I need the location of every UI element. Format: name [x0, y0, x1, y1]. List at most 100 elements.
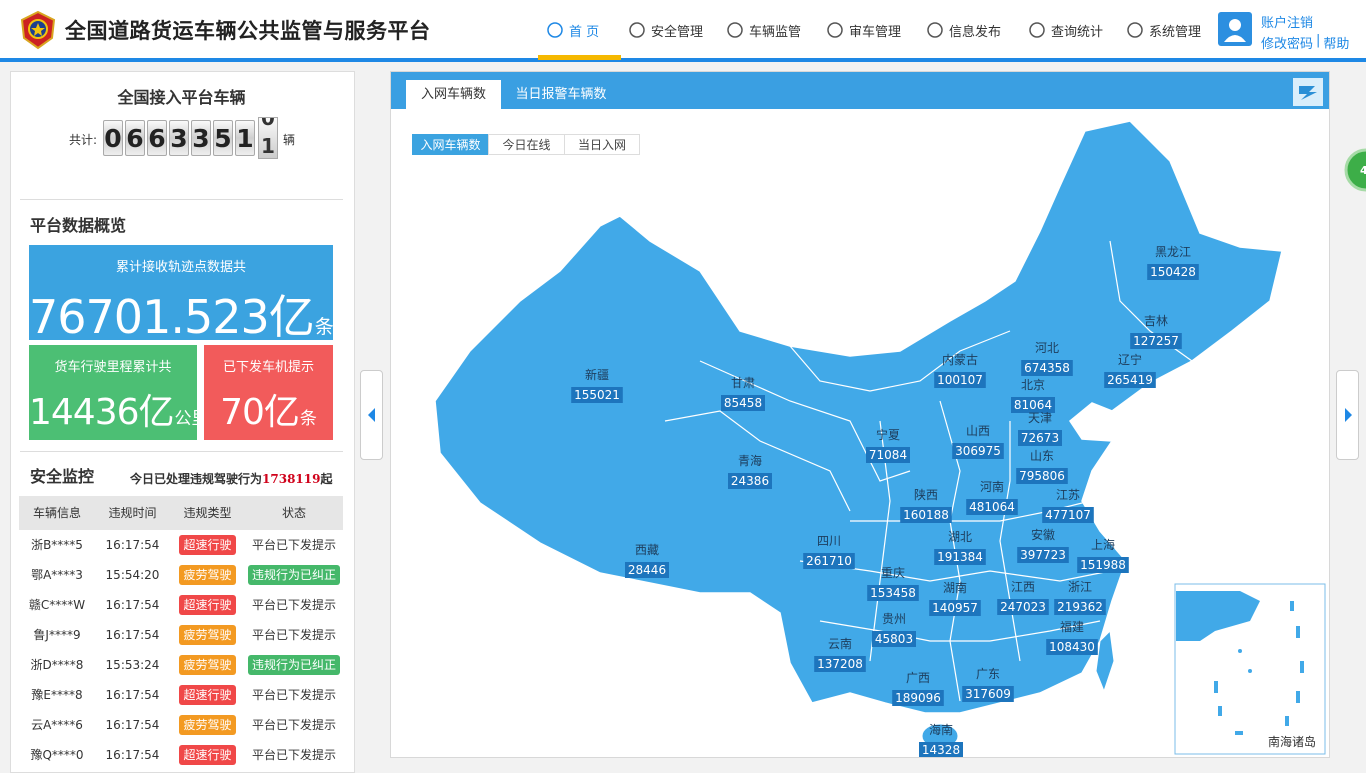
cell-plate: 赣C****W — [28, 598, 86, 612]
arrow — [1345, 408, 1352, 422]
province-value: 71084 — [869, 448, 907, 462]
province-value-bg — [625, 562, 669, 578]
cell-plate: 云A****6 — [31, 718, 83, 732]
cell-status: 违规行为已纠正 — [245, 654, 343, 676]
collapse-right[interactable] — [1336, 370, 1359, 460]
card-value-line: 76701.523亿条 — [29, 281, 334, 347]
province-value-bg — [966, 499, 1018, 515]
counter-digit: 3 — [169, 120, 189, 156]
help[interactable]: 帮助 — [1323, 37, 1350, 52]
inset-islands — [1214, 601, 1304, 735]
cell-status: 平台已下发提示 — [245, 744, 343, 766]
province-name: 河南 — [980, 479, 1004, 494]
nav-item[interactable]: 查询统计 — [1027, 20, 1103, 40]
province-name: 甘肃 — [731, 376, 755, 390]
province-value: 81064 — [1014, 398, 1052, 412]
province-value: 191384 — [937, 550, 983, 564]
province-name: 吉林 — [1144, 314, 1168, 328]
province-name: 河北 — [1035, 341, 1059, 355]
province-value-bg — [919, 742, 963, 757]
province-value-bg — [962, 686, 1014, 702]
icon-shape — [827, 22, 843, 38]
province-name: 陕西 — [914, 487, 938, 502]
nav-item[interactable]: 车辆监管 — [725, 20, 801, 40]
province-value: 477107 — [1045, 508, 1091, 522]
avatar[interactable] — [1218, 12, 1252, 46]
cell-time: 16:17:54 — [105, 748, 160, 762]
cell-plate: 豫E****8 — [31, 688, 83, 702]
province-name: 上海 — [1091, 537, 1115, 552]
account-logout[interactable]: 账户注销 — [1261, 16, 1314, 31]
province-value: 265419 — [1107, 373, 1153, 387]
taiwan — [1095, 629, 1115, 693]
cell-time: 15:54:20 — [105, 568, 160, 582]
province-name: 青海 — [738, 453, 762, 468]
cell-status: 平台已下发提示 — [245, 534, 343, 556]
safety-note: 今日已处理违规驾驶行为1738119起 — [130, 470, 332, 487]
inset-label: 南海诸岛 — [1268, 734, 1316, 749]
province-value: 127257 — [1133, 334, 1179, 348]
province-value-bg — [900, 507, 952, 523]
cell-time: 15:53:24 — [105, 658, 160, 672]
card-suffix: 条 — [314, 316, 334, 338]
cell-status: 平台已下发提示 — [245, 714, 343, 736]
badge[interactable]: 48 — [1344, 148, 1366, 192]
nav-label: 系统管理 — [1149, 24, 1202, 40]
province-value-bg — [1147, 264, 1199, 280]
tab[interactable]: 当日报警车辆数 — [515, 87, 607, 102]
cell-time: 16:17:54 — [105, 688, 160, 702]
nav-item-active[interactable]: 首 页 — [545, 20, 599, 40]
table-header: 状态 — [281, 506, 306, 520]
nav-icon — [927, 22, 943, 38]
nav-item[interactable]: 信息发布 — [925, 20, 1001, 40]
province-name: 天津 — [1028, 411, 1052, 425]
card-value: 76701.523 — [29, 290, 270, 344]
nav-item[interactable]: 审车管理 — [825, 20, 901, 40]
subtab[interactable]: 今日在线 — [488, 134, 565, 155]
cell-time: 16:17:54 — [105, 538, 160, 552]
note-count: 1738119 — [262, 472, 321, 486]
province-value-bg — [867, 585, 919, 601]
status-text: 平台已下发提示 — [251, 628, 336, 642]
province-value: 137208 — [817, 657, 863, 671]
province-value-bg — [1017, 547, 1069, 563]
cell-status: 违规行为已纠正 — [245, 564, 343, 586]
province-name: 安徽 — [1031, 527, 1055, 542]
counter-digit: 3 — [191, 120, 211, 156]
counter-digit: 0 — [103, 120, 123, 156]
cell-plate: 浙B****5 — [31, 538, 83, 552]
site-title: 全国道路货运车辆公共监管与服务平台 — [65, 19, 431, 43]
province-name: 浙江 — [1068, 580, 1092, 594]
province-value-bg — [872, 631, 916, 647]
cell-plate: 鄂A****3 — [31, 568, 83, 582]
icon-shape — [1029, 22, 1045, 38]
nav-item[interactable]: 安全管理 — [627, 20, 703, 40]
change-password[interactable]: 修改密码 — [1261, 37, 1314, 52]
card-label: 已下发车机提示 — [222, 360, 314, 375]
province-name: 新疆 — [585, 367, 609, 382]
inset-land — [1176, 591, 1260, 641]
province-name: 辽宁 — [1118, 352, 1142, 367]
province-value: 151988 — [1080, 558, 1126, 572]
cell-time: 16:17:54 — [105, 628, 160, 642]
map: 黑龙江 150428 吉林 127257 辽宁 265419 内蒙古 100107 河北 6743… — [434, 120, 1326, 757]
province-value-bg — [1018, 430, 1062, 446]
stat-card: 货车行驶里程累计共 14436亿公里 — [29, 345, 209, 440]
stat-card: 已下发车机提示 70亿条 — [204, 345, 333, 440]
collapse-left[interactable] — [360, 370, 383, 460]
province-value-bg — [721, 395, 765, 411]
province-value-bg — [1077, 557, 1129, 573]
type-tag: 超速行驶 — [179, 595, 236, 615]
arrow — [368, 408, 375, 422]
province-value-bg — [1016, 468, 1068, 484]
province-value-bg — [728, 473, 772, 489]
tab-icon[interactable] — [1293, 78, 1323, 106]
rolling-digit: 1 — [261, 134, 275, 158]
province-name: 黑龙江 — [1155, 245, 1191, 259]
tab-active[interactable]: 入网车辆数 — [406, 80, 501, 109]
province-name: 山西 — [966, 424, 990, 438]
subtab[interactable]: 当日入网 — [564, 134, 640, 155]
nav-icon — [629, 22, 645, 38]
nav-item[interactable]: 系统管理 — [1125, 20, 1201, 40]
icon-shape — [547, 22, 563, 38]
